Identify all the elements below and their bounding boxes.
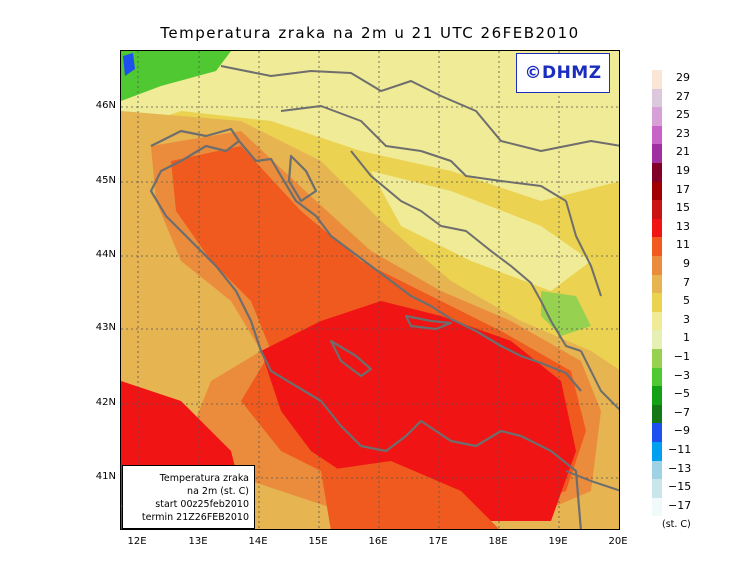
legend-swatch [652, 237, 662, 256]
legend-swatch [652, 88, 662, 108]
info-line-units: na 2m (st. C) [187, 486, 249, 497]
legend-label: 15 [676, 201, 690, 215]
lon-label-20e: 20E [608, 536, 628, 547]
legend-swatch [652, 442, 662, 461]
legend-label: −15 [668, 480, 692, 494]
info-line-title: Temperatura zraka [159, 473, 249, 484]
legend-swatch [652, 200, 662, 219]
legend-label: 9 [683, 257, 690, 270]
sea-warm-south [321, 461, 499, 529]
cool-land-inland [371, 171, 591, 291]
cold-land-alps [121, 51, 231, 101]
legend-label: −1 [673, 350, 690, 363]
lat-label-45n: 45N [95, 175, 116, 186]
legend-label: 3 [683, 312, 690, 326]
lat-label-41n: 41N [95, 471, 116, 482]
legend-label: 5 [683, 294, 690, 308]
lat-label-46n: 46N [95, 100, 116, 111]
lon-label-17e: 17E [428, 536, 448, 547]
lon-label-19e: 19E [548, 536, 568, 547]
legend-swatch [652, 330, 662, 349]
sea-warm-zone [261, 301, 576, 521]
legend-label: −9 [673, 424, 690, 438]
lon-label-15e: 15E [308, 536, 328, 547]
very-cold-spot [123, 53, 135, 76]
legend-label: −5 [673, 387, 690, 401]
legend-swatch [652, 460, 662, 480]
legend-label: 23 [676, 126, 690, 140]
legend-unit: (st. C) [662, 519, 691, 530]
legend-swatch [652, 497, 662, 517]
legend-swatch [652, 349, 662, 368]
legend-label: 21 [676, 145, 690, 159]
lat-label-44n: 44N [95, 249, 116, 260]
legend-label: −17 [668, 498, 692, 512]
legend-label: −11 [668, 443, 692, 456]
lon-label-13e: 13E [188, 536, 208, 547]
graticule [121, 51, 619, 529]
info-line-term: termin 21Z26FEB2010 [141, 512, 249, 523]
copyright-badge: ©DHMZ [516, 53, 610, 93]
legend-label: 17 [676, 182, 690, 196]
map-title: Temperatura zraka na 2m u 21 UTC 26FEB20… [160, 24, 580, 42]
legend-label: 11 [676, 238, 690, 252]
lat-label-43n: 43N [95, 322, 116, 333]
legend-swatch [652, 423, 662, 442]
legend-swatch [652, 125, 662, 145]
lon-label-14e: 14E [248, 536, 268, 547]
coastlines [121, 127, 582, 529]
legend-swatch [652, 144, 662, 163]
info-line-start: start 00z25feb2010 [155, 499, 249, 510]
lon-label-18e: 18E [488, 536, 508, 547]
legend-swatch [652, 70, 662, 89]
legend-swatch [652, 107, 662, 126]
legend-swatch [652, 386, 662, 405]
lon-label-12e: 12E [127, 536, 147, 547]
legend-label: 13 [676, 219, 690, 233]
legend-swatch [652, 404, 662, 424]
legend-swatch [652, 163, 662, 182]
legend-label: −7 [673, 405, 690, 419]
legend-label: −3 [673, 368, 690, 382]
lat-label-42n: 42N [95, 397, 116, 408]
legend-label: 7 [683, 275, 690, 289]
legend-swatch [652, 181, 662, 201]
legend-swatch [652, 479, 662, 498]
legend-swatch [652, 293, 662, 312]
legend-label: 25 [676, 108, 690, 122]
legend-label: 19 [676, 164, 690, 177]
legend-swatch [652, 256, 662, 275]
legend-swatch [652, 274, 662, 294]
temperature-map [120, 50, 620, 530]
cool-land-north [121, 51, 619, 201]
legend-swatch [652, 311, 662, 331]
legend-label: 1 [683, 331, 690, 345]
map-canvas [121, 51, 619, 529]
legend-swatch [652, 367, 662, 387]
lon-label-16e: 16E [368, 536, 388, 547]
info-box: Temperatura zraka na 2m (st. C) start 00… [122, 465, 255, 529]
borders [220, 65, 619, 492]
legend-label: 29 [676, 71, 690, 84]
legend-swatch [652, 218, 662, 238]
legend-label: −13 [668, 461, 692, 475]
legend-label: 27 [676, 89, 690, 103]
